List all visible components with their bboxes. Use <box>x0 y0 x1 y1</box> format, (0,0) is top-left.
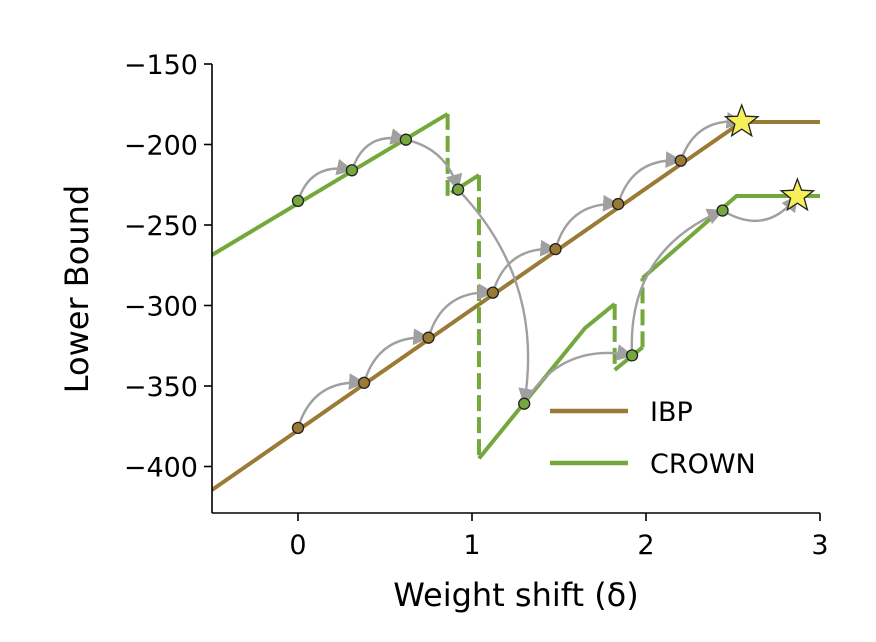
axes <box>211 64 820 514</box>
ibp-point <box>674 154 687 167</box>
ibp-point <box>486 286 500 299</box>
crown-point <box>625 349 639 362</box>
ibp-step-arrow <box>427 283 495 339</box>
crown-point <box>716 204 729 217</box>
ibp-optimum-star <box>723 103 760 138</box>
crown-step-arrow <box>296 158 354 202</box>
crown-step-arrow <box>350 128 408 171</box>
ibp-point <box>422 331 435 344</box>
legend: IBP CROWN <box>550 397 756 480</box>
crown-step-arrow <box>630 208 725 356</box>
legend-label-crown: CROWN <box>650 449 756 480</box>
crown-point <box>345 164 359 177</box>
crown-point <box>451 183 465 196</box>
ibp-point <box>549 242 562 256</box>
x-tick-label: 2 <box>637 530 654 561</box>
y-tick-label: −200 <box>124 131 198 162</box>
ticks: 0 1 2 3 −150 −200 −250 −300 −350 −400 <box>124 50 829 561</box>
crown-point <box>399 133 413 146</box>
crown-step-arrow <box>405 138 463 192</box>
crown-point <box>518 397 531 410</box>
crown-optimum-star <box>779 177 816 212</box>
ibp-step-arrow <box>362 328 431 384</box>
ibp-step-arrow <box>491 239 558 293</box>
series-crown-line-0 <box>212 112 449 258</box>
plot-area <box>212 111 820 493</box>
crown-step-arrow <box>457 188 535 406</box>
y-axis-label: Lower Bound <box>58 185 96 393</box>
y-tick-label: −150 <box>124 50 198 81</box>
ibp-step-arrow <box>554 194 620 250</box>
ibp-point <box>291 421 305 435</box>
series-crown-line-4 <box>641 194 820 280</box>
ibp-step-arrow <box>617 151 683 205</box>
x-tick-label: 0 <box>289 530 306 561</box>
series-ibp-line <box>212 119 820 493</box>
crown-step-arrow <box>523 344 634 405</box>
ibp-point <box>612 197 625 211</box>
x-axis-label: Weight shift (δ) <box>393 576 638 614</box>
y-tick-label: −300 <box>124 292 198 323</box>
series-crown-line-2 <box>477 302 616 460</box>
ibp-step-arrow <box>296 373 366 429</box>
x-tick-label: 1 <box>463 530 480 561</box>
y-tick-label: −250 <box>124 211 198 242</box>
legend-label-ibp: IBP <box>650 397 693 428</box>
x-tick-label: 3 <box>811 530 828 561</box>
ibp-point <box>357 376 371 389</box>
crown-point <box>291 194 305 208</box>
y-tick-label: −400 <box>124 453 198 484</box>
y-tick-label: −350 <box>124 372 198 403</box>
